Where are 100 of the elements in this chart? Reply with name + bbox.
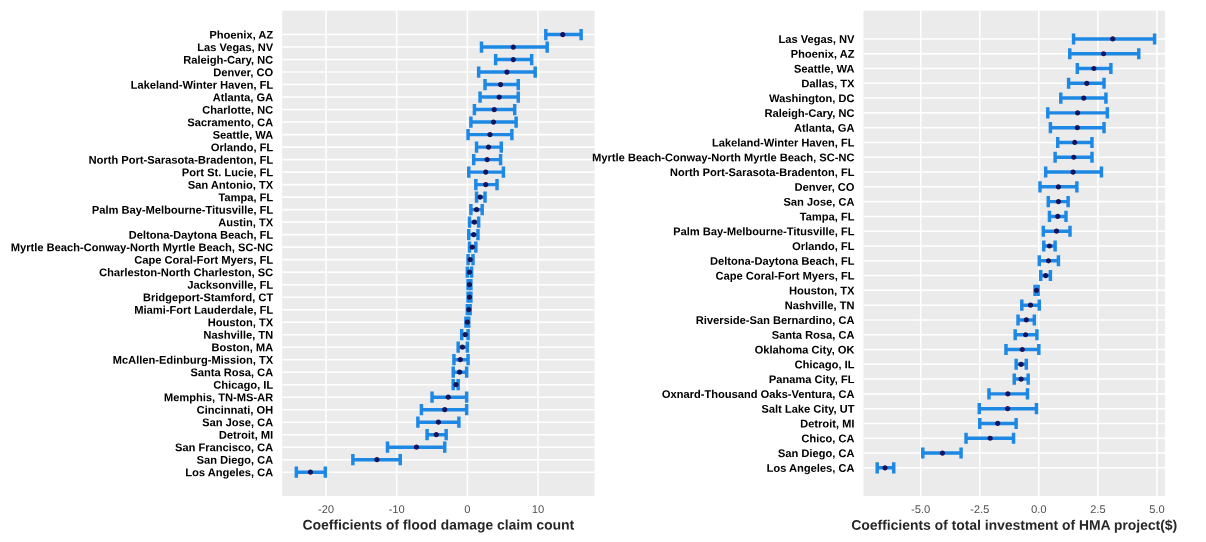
point bbox=[1070, 169, 1076, 175]
y-tick-label: Nashville, TN bbox=[204, 330, 273, 341]
point bbox=[1027, 302, 1034, 308]
point bbox=[485, 144, 492, 150]
y-tick-label: Boston, MA bbox=[212, 343, 273, 353]
point bbox=[1110, 36, 1116, 42]
point bbox=[504, 69, 510, 75]
y-tick-label: Lakeland-Winter Haven, FL bbox=[712, 138, 855, 149]
y-tick-label: Denver, CO bbox=[214, 68, 273, 78]
y-tick-label: Phoenix, AZ bbox=[210, 30, 273, 41]
point bbox=[435, 419, 441, 425]
y-tick-label: North Port-Sarasota-Bradenton, FL bbox=[670, 168, 855, 178]
y-tick-label: San Diego, CA bbox=[778, 449, 855, 460]
y-tick-label: Phoenix, AZ bbox=[791, 49, 855, 60]
y-tick-label: Atlanta, GA bbox=[794, 123, 855, 134]
y-tick-label: Charleston-North Charleston, SC bbox=[99, 268, 273, 278]
y-tick-label: Los Angeles, CA bbox=[767, 463, 855, 475]
y-tick-label: Houston, TX bbox=[208, 318, 274, 328]
point bbox=[497, 82, 504, 88]
y-tick-label: Sacramento, CA bbox=[187, 118, 273, 128]
point bbox=[1100, 51, 1107, 57]
y-tick-label: Seattle, WA bbox=[794, 64, 855, 75]
y-tick-label: Chicago, IL bbox=[213, 380, 273, 392]
point bbox=[1055, 184, 1062, 190]
point bbox=[457, 357, 463, 363]
y-tick-label: San Francisco, CA bbox=[175, 443, 273, 453]
y-tick-label: Houston, TX bbox=[789, 286, 855, 297]
point bbox=[1072, 139, 1078, 146]
x-tick-label: 10 bbox=[532, 505, 544, 514]
y-tick-label: Denver, CO bbox=[795, 183, 854, 193]
point bbox=[307, 469, 314, 475]
y-tick-label: Seattle, WA bbox=[212, 130, 273, 141]
point bbox=[442, 407, 448, 413]
point bbox=[445, 394, 451, 400]
point bbox=[1071, 154, 1077, 160]
y-tick-label: Las Vegas, NV bbox=[197, 43, 274, 54]
x-axis-title: Coefficients of flood damage claim count bbox=[303, 519, 575, 533]
y-tick-label: Charlotte, NC bbox=[202, 105, 273, 116]
x-tick-label: -2.5 bbox=[970, 505, 989, 514]
y-tick-label: McAllen-Edinburg-Mission, TX bbox=[113, 355, 274, 367]
y-tick-label: Tampa, FL bbox=[218, 193, 273, 204]
y-tick-label: Myrtle Beach-Conway-North Myrtle Beach, SC-NC bbox=[592, 153, 855, 164]
y-tick-label: Panama City, FL bbox=[769, 375, 855, 386]
point bbox=[433, 432, 439, 438]
point bbox=[483, 169, 489, 175]
point bbox=[1022, 332, 1029, 338]
point bbox=[1084, 80, 1090, 86]
point bbox=[1055, 199, 1062, 205]
point bbox=[1074, 110, 1081, 116]
y-tick-label: Jacksonville, FL bbox=[187, 280, 273, 291]
point bbox=[1045, 258, 1052, 264]
y-tick-label: Orlando, FL bbox=[211, 143, 273, 153]
y-tick-label: Las Vegas, NV bbox=[779, 35, 855, 46]
y-tick-label: Memphis, TN-MS-AR bbox=[164, 393, 273, 404]
y-tick-label: Deltona-Daytona Beach, FL bbox=[710, 256, 855, 268]
x-tick-label: 0 bbox=[464, 505, 471, 514]
y-tick-label: Bridgeport-Stamford, CT bbox=[143, 293, 274, 304]
y-tick-label: Palm Bay-Melbourne-Titusville, FL bbox=[92, 205, 273, 216]
y-tick-label: Detroit, MI bbox=[219, 430, 273, 441]
y-tick-label: Dallas, TX bbox=[802, 79, 855, 90]
y-tick-label: Cape Coral-Fort Myers, FL bbox=[716, 271, 855, 282]
y-tick-label: North Port-Sarasota-Bradenton, FL bbox=[89, 155, 273, 166]
y-tick-label: Los Angeles, CA bbox=[186, 468, 273, 479]
point bbox=[1018, 376, 1024, 382]
point bbox=[484, 157, 490, 163]
point bbox=[1023, 317, 1029, 323]
y-tick-label: Austin, TX bbox=[218, 218, 274, 228]
y-tick-label: Raleigh-Cary, NC bbox=[183, 55, 273, 66]
y-tick-label: Riverside-San Bernardino, CA bbox=[696, 315, 855, 326]
y-tick-label: Nashville, TN bbox=[785, 301, 854, 311]
point bbox=[1005, 391, 1011, 397]
y-tick-label: Salt Lake City, UT bbox=[761, 404, 855, 415]
y-tick-label: Lakeland-Winter Haven, FL bbox=[131, 80, 273, 91]
point bbox=[995, 420, 1001, 427]
point bbox=[491, 107, 497, 113]
y-tick-label: Santa Rosa, CA bbox=[772, 330, 855, 341]
point bbox=[1005, 406, 1011, 412]
point bbox=[560, 32, 566, 38]
y-tick-label: Oklahoma City, OK bbox=[755, 345, 855, 356]
point bbox=[882, 465, 888, 471]
y-tick-label: San Jose, CA bbox=[202, 418, 273, 428]
point bbox=[510, 44, 516, 50]
point bbox=[1053, 228, 1060, 234]
x-tick-label: 0.0 bbox=[1031, 505, 1047, 514]
y-tick-label: Washington, DC bbox=[769, 94, 855, 105]
y-tick-label: Chicago, IL bbox=[795, 360, 855, 371]
point bbox=[483, 182, 489, 188]
x-tick-label: 2.5 bbox=[1090, 505, 1106, 514]
y-tick-label: San Diego, CA bbox=[196, 455, 273, 467]
point bbox=[496, 94, 502, 100]
point bbox=[1019, 346, 1025, 353]
y-tick-label: Myrtle Beach-Conway-North Myrtle Beach, SC-NC bbox=[11, 243, 273, 254]
y-tick-label: Atlanta, GA bbox=[212, 93, 273, 103]
y-tick-label: Chico, CA bbox=[801, 434, 855, 444]
point bbox=[939, 450, 946, 456]
y-tick-label: Cincinnati, OH bbox=[197, 405, 273, 416]
x-tick-label: -20 bbox=[318, 505, 334, 514]
y-tick-label: Cape Coral-Fort Myers, FL bbox=[134, 255, 273, 266]
y-tick-label: Detroit, MI bbox=[800, 419, 854, 430]
point bbox=[1081, 95, 1087, 101]
